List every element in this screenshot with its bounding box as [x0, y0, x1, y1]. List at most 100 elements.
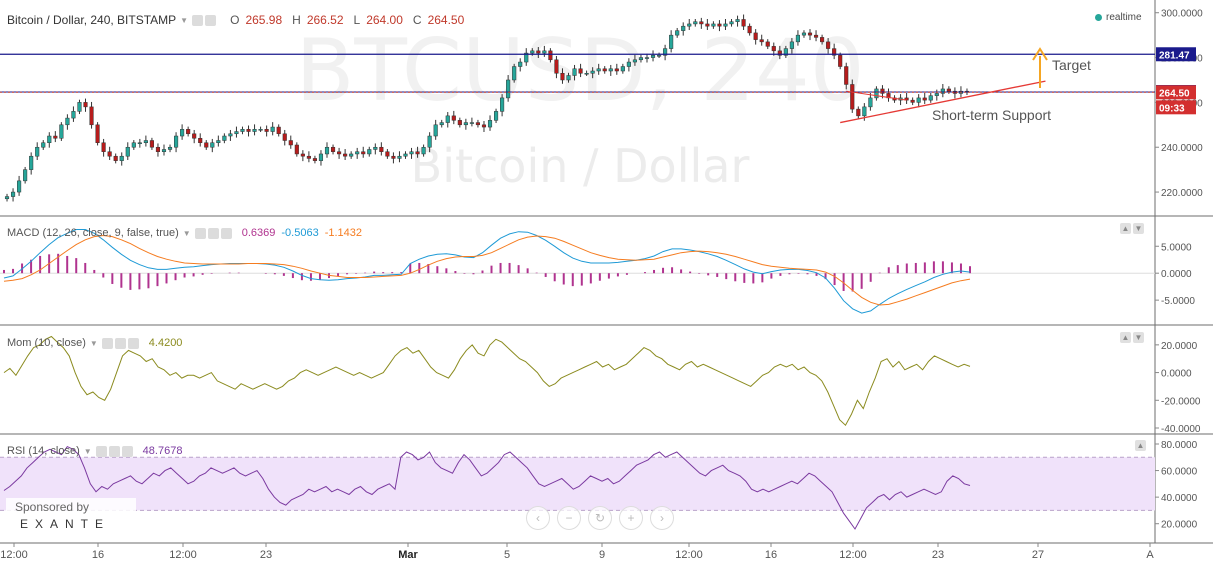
- candle: [234, 131, 239, 135]
- candle: [240, 129, 245, 132]
- candle: [415, 151, 420, 155]
- candle: [276, 126, 281, 135]
- candle: [693, 21, 698, 25]
- indicator-tick-label: -20.0000: [1161, 396, 1201, 407]
- mom-title[interactable]: Mom (10, close): [7, 337, 86, 349]
- candle: [192, 133, 197, 139]
- candle: [71, 111, 76, 119]
- zoom-out-button[interactable]: −: [557, 506, 581, 530]
- time-tick-label: 12:00: [675, 549, 703, 561]
- candle: [131, 142, 136, 148]
- candle: [874, 88, 879, 99]
- gear-icon[interactable]: [207, 227, 219, 239]
- candle: [940, 88, 945, 94]
- zoom-in-button[interactable]: +: [619, 506, 643, 530]
- candle: [210, 142, 215, 148]
- last-price-label-bg: [1156, 85, 1196, 100]
- arrow-down-icon[interactable]: ▼: [1133, 223, 1144, 234]
- reset-button[interactable]: ↻: [588, 506, 612, 530]
- legend-controls: [192, 14, 217, 26]
- caret-down-icon[interactable]: ▼: [83, 446, 92, 456]
- candle: [638, 57, 644, 61]
- time-tick-label: 23: [260, 549, 272, 561]
- gear-icon[interactable]: [108, 445, 120, 457]
- candle: [270, 126, 275, 132]
- price-tick-label: 240.0000: [1161, 143, 1203, 154]
- rsi-title[interactable]: RSI (14, close): [7, 445, 80, 457]
- candle: [946, 88, 951, 92]
- caret-down-icon[interactable]: ▼: [180, 15, 189, 25]
- candle: [143, 140, 148, 143]
- arrow-up-icon[interactable]: ▲: [1135, 440, 1146, 451]
- candle: [427, 135, 432, 148]
- candle: [403, 153, 408, 157]
- candle: [77, 102, 82, 112]
- realtime-status: realtime: [1095, 12, 1142, 23]
- candle: [506, 79, 511, 99]
- target-arrow-icon: [1032, 47, 1048, 61]
- candle: [409, 151, 414, 155]
- candle: [608, 68, 613, 72]
- close-value: 264.50: [427, 13, 465, 27]
- candle: [644, 57, 650, 59]
- close-icon[interactable]: [121, 445, 133, 457]
- candle: [657, 55, 662, 57]
- caret-down-icon[interactable]: ▼: [182, 228, 191, 238]
- eye-icon[interactable]: [192, 14, 204, 26]
- momentum-line: [3, 335, 971, 427]
- arrow-up-icon[interactable]: ▲: [1120, 332, 1131, 343]
- caret-down-icon[interactable]: ▼: [89, 338, 98, 348]
- candle: [928, 95, 933, 101]
- macd-title[interactable]: MACD (12, 26, close, 9, false, true): [7, 227, 179, 239]
- candle: [560, 73, 565, 81]
- scroll-right-button[interactable]: ›: [650, 506, 674, 530]
- candle: [650, 55, 656, 58]
- candle: [747, 25, 752, 34]
- candle: [578, 68, 583, 74]
- support-trendline: [840, 80, 1046, 124]
- candle: [119, 155, 124, 161]
- candle: [687, 23, 692, 27]
- legend-controls: [95, 445, 133, 457]
- close-icon[interactable]: [220, 227, 232, 239]
- candle: [288, 140, 293, 146]
- candle: [228, 133, 233, 137]
- candle: [826, 41, 831, 49]
- close-icon[interactable]: [127, 337, 139, 349]
- candle: [174, 135, 179, 148]
- time-tick-label: Mar: [398, 549, 418, 561]
- candle: [337, 151, 342, 155]
- candle: [355, 151, 360, 155]
- candle: [735, 19, 740, 22]
- candle: [626, 61, 631, 67]
- eye-icon[interactable]: [194, 227, 206, 239]
- candle: [596, 68, 601, 72]
- candle: [300, 153, 305, 157]
- candle: [282, 133, 287, 141]
- candle: [17, 180, 22, 193]
- candle: [922, 97, 927, 101]
- candle: [481, 124, 487, 128]
- candle: [850, 84, 855, 110]
- symbol-title[interactable]: Bitcoin / Dollar, 240, BITSTAMP: [7, 13, 177, 27]
- candle: [493, 111, 499, 121]
- candle: [536, 50, 541, 54]
- arrow-up-icon[interactable]: ▲: [1120, 223, 1131, 234]
- chart-navigation: ‹ − ↻ + ›: [526, 506, 674, 530]
- eye-icon[interactable]: [101, 337, 113, 349]
- arrow-down-icon[interactable]: ▼: [1133, 332, 1144, 343]
- candle: [759, 39, 764, 43]
- low-value: 264.00: [366, 13, 403, 27]
- candle: [125, 146, 130, 157]
- candle: [83, 102, 88, 108]
- countdown-label-bg: [1156, 100, 1196, 115]
- candle: [723, 23, 728, 27]
- gear-icon[interactable]: [114, 337, 126, 349]
- sponsor-badge[interactable]: Sponsored by EXANTE: [6, 498, 136, 532]
- scroll-left-button[interactable]: ‹: [526, 506, 550, 530]
- candle: [186, 129, 191, 135]
- eye-icon[interactable]: [95, 445, 107, 457]
- gear-icon[interactable]: [205, 14, 217, 26]
